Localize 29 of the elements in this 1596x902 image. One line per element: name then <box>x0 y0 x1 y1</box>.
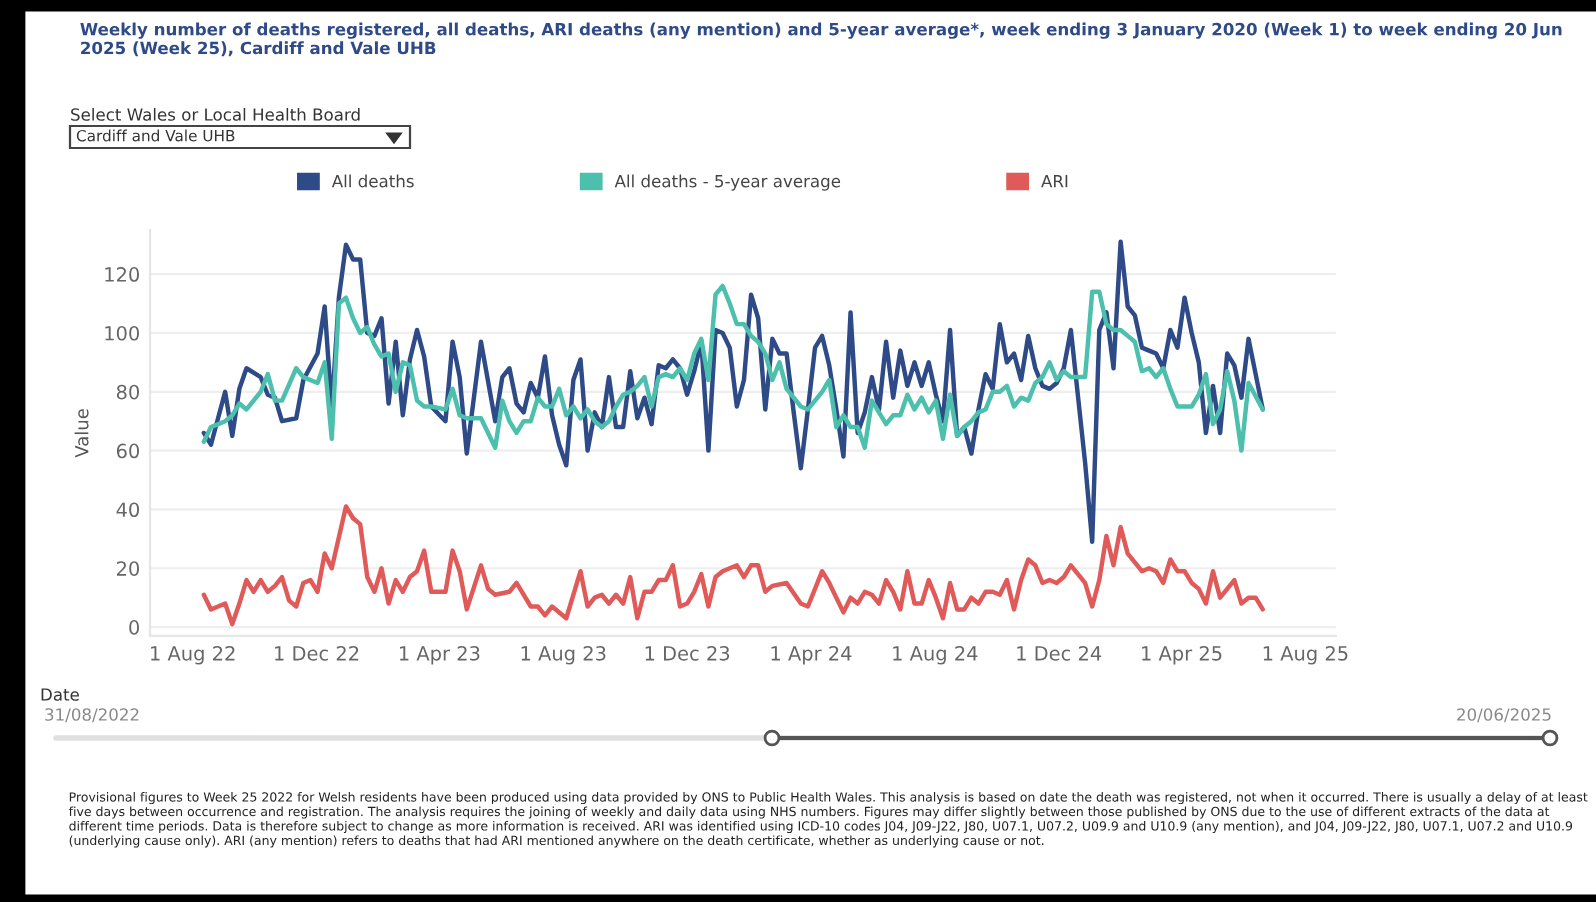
chart-title: Weekly number of deaths registered, all deaths, ARI deaths (any mention) and 5-year average*, week ending 3 January 2020 (Week 1) to week ending 20 Jun 2025 (Week 25), Cardiff and Vale UHB <box>80 22 1562 57</box>
y-axis-title: Value <box>74 409 89 458</box>
text: 20/06/2025 <box>1457 708 1551 723</box>
line-series <box>201 283 1265 453</box>
x-tick-label: 1 Aug 22 <box>151 645 235 665</box>
y-tick-label: 0 <box>129 620 140 635</box>
legend-label: All deaths - 5-year average <box>614 174 841 191</box>
x-tick-label: 1 Aug 24 <box>893 645 978 665</box>
x-tick-label: 1 Apr 24 <box>771 645 852 665</box>
x-tick-label: 1 Dec 22 <box>275 645 359 661</box>
y-tick-label: 60 <box>116 443 140 459</box>
x-tick-label: 1 Apr 23 <box>399 645 480 665</box>
line-series <box>201 504 1265 627</box>
x-tick-label: 1 Apr 25 <box>1142 645 1222 665</box>
x-tick-label: 1 Aug 25 <box>1263 645 1348 665</box>
x-tick-label: 1 Dec 23 <box>645 645 730 661</box>
y-tick-label: 120 <box>105 267 140 282</box>
y-tick-label: 100 <box>105 325 140 341</box>
line-series <box>201 239 1265 545</box>
y-tick-label: 40 <box>116 502 140 518</box>
text: Date <box>41 688 79 701</box>
x-tick-label: 1 Dec 24 <box>1017 645 1102 661</box>
legend-label: ARI <box>1041 175 1068 188</box>
y-tick-label: 20 <box>116 561 140 576</box>
text: Select Wales or Local Health Board <box>71 107 360 121</box>
y-tick-label: 80 <box>116 384 140 400</box>
text: 31/08/2022 <box>45 708 139 723</box>
x-tick-label: 1 Aug 23 <box>521 645 606 665</box>
legend-label: All deaths <box>331 174 414 188</box>
